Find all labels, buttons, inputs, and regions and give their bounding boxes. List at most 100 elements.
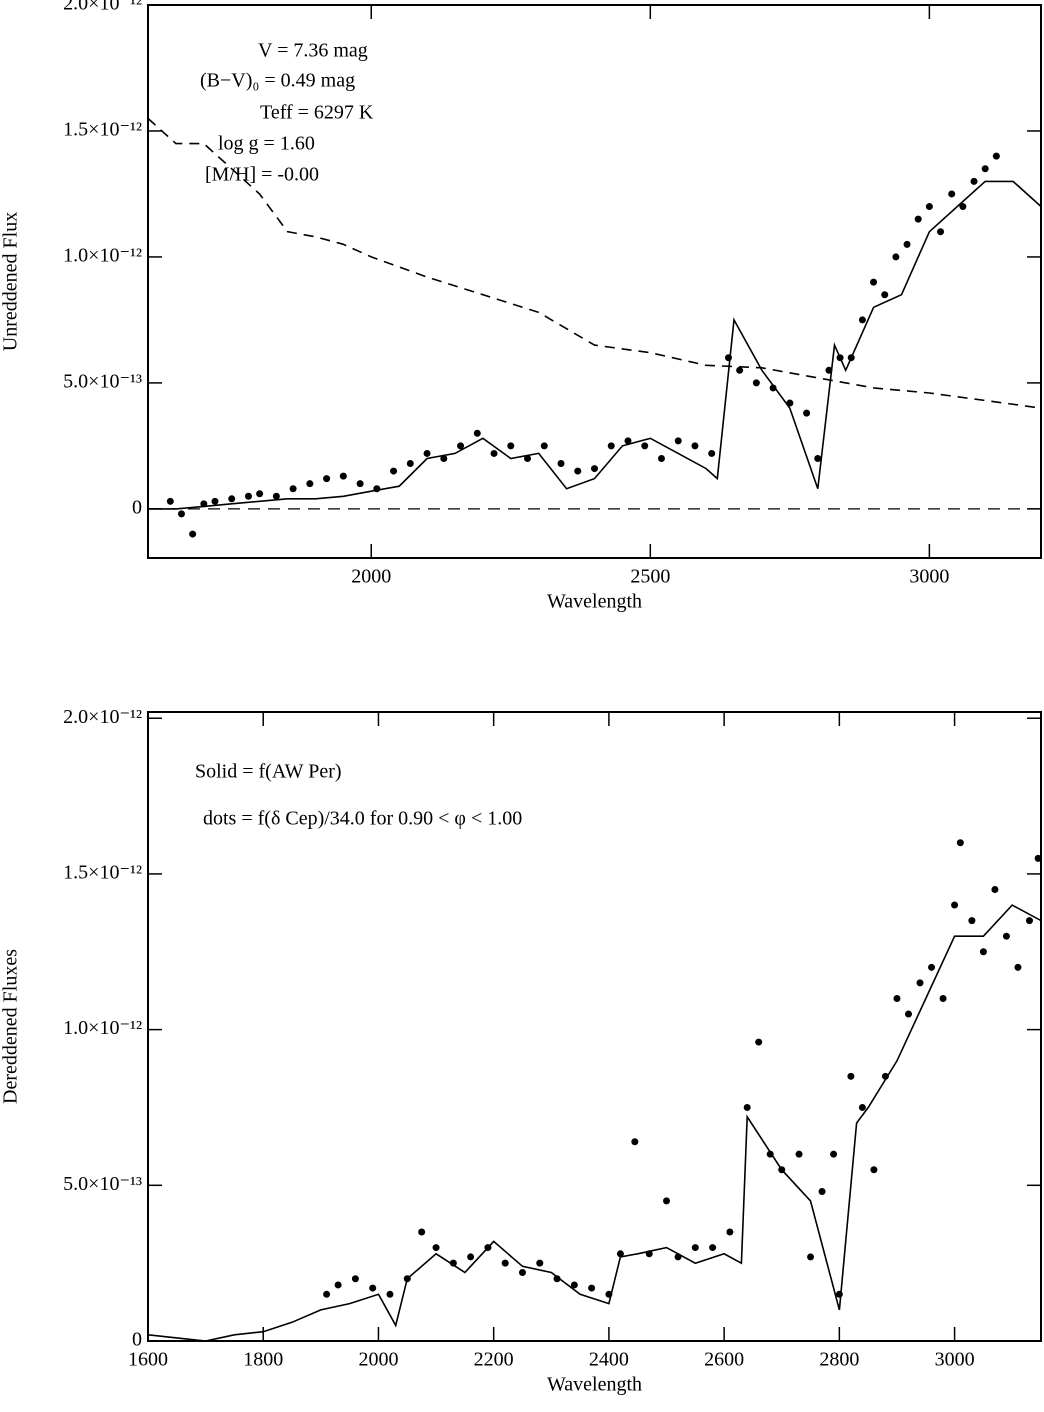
data-dot [892, 253, 900, 261]
data-dot [743, 1103, 751, 1111]
data-dot [624, 437, 632, 445]
data-dot [736, 366, 744, 374]
data-dot [1025, 917, 1033, 925]
data-line [148, 904, 1041, 1341]
data-dot [166, 497, 174, 505]
data-dot [386, 1290, 394, 1298]
annotation: Teff = 6297 K [260, 102, 374, 124]
data-dot [1002, 932, 1010, 940]
data-dot [916, 979, 924, 987]
data-dot [418, 1228, 426, 1236]
data-dot [484, 1244, 492, 1252]
data-dot [959, 203, 967, 211]
data-line [148, 117, 1041, 409]
data-dot [553, 1275, 561, 1283]
data-line [148, 180, 1041, 510]
axes-frame [147, 4, 1042, 559]
data-dot [956, 839, 964, 847]
plot-area [148, 117, 1041, 538]
data-dot [373, 485, 381, 493]
data-dot [870, 1166, 878, 1174]
data-dot [795, 1150, 803, 1158]
data-dot [807, 1253, 815, 1261]
data-dot [507, 442, 515, 450]
data-dot [903, 240, 911, 248]
data-dot [605, 1290, 613, 1298]
data-dot [540, 442, 548, 450]
data-dot [272, 492, 280, 500]
data-dot [818, 1188, 826, 1196]
plot-area [148, 839, 1041, 1341]
annotation: Solid = f(AW Per) [195, 761, 342, 783]
x-tick-label: 3000 [909, 566, 949, 588]
data-dot [524, 454, 532, 462]
data-dot [657, 454, 665, 462]
data-dot [501, 1259, 509, 1267]
data-dot [607, 442, 615, 450]
data-dot [591, 465, 598, 473]
data-dot [724, 354, 732, 362]
data-dot [557, 460, 565, 468]
data-dot [814, 454, 822, 462]
data-dot [825, 366, 833, 374]
data-dot [937, 228, 945, 236]
data-dot [228, 495, 236, 503]
y-tick-label: 1.0×10⁻¹² [63, 245, 142, 267]
data-dot [769, 384, 777, 392]
data-dot [991, 885, 999, 893]
data-dot [948, 190, 956, 198]
data-dot [369, 1284, 377, 1292]
y-tick-label: 1.0×10⁻¹² [63, 1017, 142, 1039]
data-dot [858, 1103, 866, 1111]
data-dot [339, 472, 347, 480]
x-tick-label: 1800 [243, 1349, 283, 1371]
data-dot [256, 490, 264, 498]
data-dot [708, 449, 716, 457]
data-dot [755, 1038, 763, 1046]
data-dot [939, 994, 947, 1002]
data-dot [691, 1244, 699, 1252]
x-tick-label: 2200 [474, 1349, 514, 1371]
data-dot [752, 379, 760, 387]
data-dot [893, 994, 901, 1002]
data-dot [406, 460, 414, 468]
y-axis-label: Unreddened Flux [0, 212, 22, 351]
data-dot [518, 1268, 526, 1276]
annotation: V = 7.36 mag [258, 40, 368, 62]
data-dot [674, 437, 682, 445]
y-tick-label: 0 [132, 496, 142, 518]
data-dot [244, 492, 252, 500]
data-dot [925, 203, 933, 211]
data-dot [881, 1072, 889, 1080]
data-dot [726, 1228, 734, 1236]
x-axis-label: Wavelength [547, 591, 642, 613]
y-tick-label: 5.0×10⁻¹³ [63, 1173, 142, 1195]
data-dot [457, 442, 465, 450]
data-dot [870, 278, 878, 286]
y-tick-label: 1.5×10⁻¹² [63, 862, 142, 884]
data-dot [881, 291, 889, 299]
data-dot [858, 316, 866, 324]
data-dot [449, 1259, 457, 1267]
data-dot [928, 963, 936, 971]
data-dot [631, 1138, 639, 1146]
x-tick-label: 3000 [935, 1349, 975, 1371]
x-tick-label: 1600 [128, 1349, 168, 1371]
data-dot [847, 354, 855, 362]
data-dot [570, 1281, 578, 1289]
data-dot [403, 1275, 411, 1283]
data-dot [691, 442, 699, 450]
data-dot [641, 442, 649, 450]
data-dot [351, 1275, 359, 1283]
data-dot [709, 1244, 717, 1252]
data-dot [663, 1197, 671, 1205]
annotation: (B−V)₀ = 0.49 mag [200, 70, 355, 92]
data-dot [440, 454, 448, 462]
data-dot [473, 429, 481, 437]
data-dot [645, 1250, 653, 1258]
data-dot [423, 449, 431, 457]
axes-frame [147, 711, 1042, 1342]
data-dot [914, 215, 922, 223]
data-dot [951, 901, 959, 909]
